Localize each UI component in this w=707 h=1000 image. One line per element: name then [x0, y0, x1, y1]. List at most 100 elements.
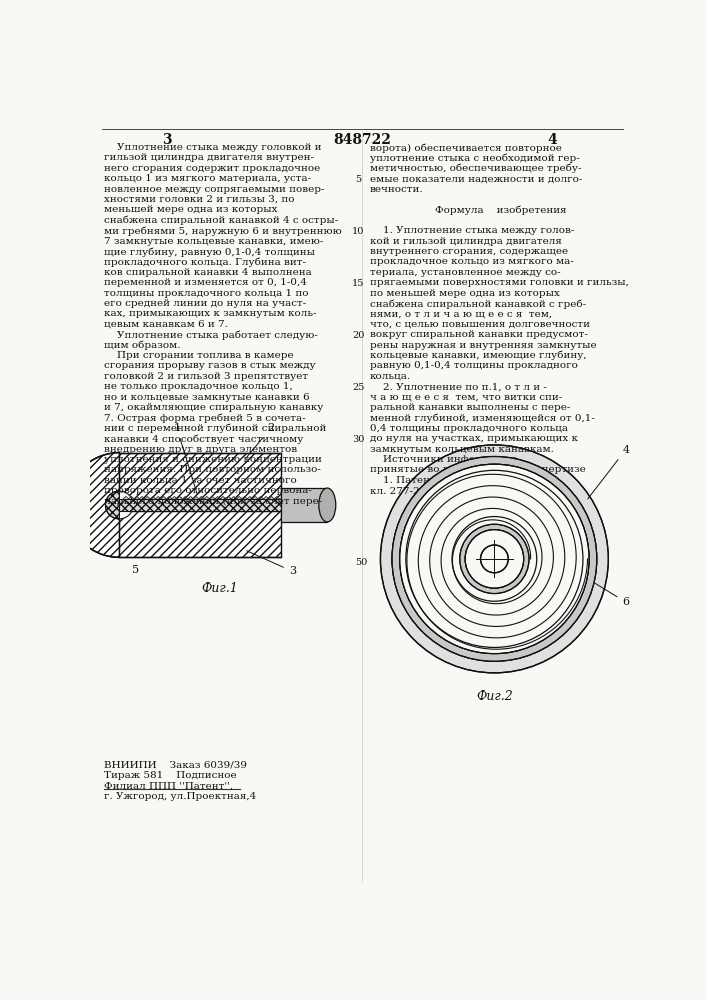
Text: г. Ужгород, ул.Проектная,4: г. Ужгород, ул.Проектная,4	[104, 792, 256, 801]
Text: кольцевые канавки, имеющие глубину,: кольцевые канавки, имеющие глубину,	[370, 351, 586, 360]
Circle shape	[392, 456, 597, 661]
Text: метичностью, обеспечивающее требу-: метичностью, обеспечивающее требу-	[370, 164, 581, 173]
Text: кой и гильзой цилиндра двигателя: кой и гильзой цилиндра двигателя	[370, 237, 561, 246]
Text: 2: 2	[246, 423, 274, 458]
Text: 1: 1	[173, 423, 197, 494]
Text: 0,4 толщины прокладочного кольца: 0,4 толщины прокладочного кольца	[370, 424, 568, 433]
Text: равную 0,1-0,4 толщины прокладного: равную 0,1-0,4 толщины прокладного	[370, 361, 578, 370]
Text: Уплотнение стыка работает следую-: Уплотнение стыка работает следую-	[104, 330, 318, 340]
Text: кл. 277-21, опублик. 1967.: кл. 277-21, опублик. 1967.	[370, 486, 514, 496]
Text: снабжена спиральной канавкой 4 с остры-: снабжена спиральной канавкой 4 с остры-	[104, 216, 338, 225]
Text: ральной канавки выполнены с пере-: ральной канавки выполнены с пере-	[370, 403, 570, 412]
Text: что, с целью повышения долговечности: что, с целью повышения долговечности	[370, 320, 590, 329]
Text: Источники информации,: Источники информации,	[370, 455, 520, 464]
Text: ках, примыкающих к замкнутым коль-: ках, примыкающих к замкнутым коль-	[104, 309, 317, 318]
Polygon shape	[281, 488, 327, 522]
Text: нями, о т л и ч а ю щ е е с я  тем,: нями, о т л и ч а ю щ е е с я тем,	[370, 309, 551, 318]
Text: ми гребнями 5, наружную 6 и внутреннюю: ми гребнями 5, наружную 6 и внутреннюю	[104, 226, 341, 236]
Text: уплотнение стыка с необходимой гер-: уплотнение стыка с необходимой гер-	[370, 153, 580, 163]
Text: цевым канавкам 6 и 7.: цевым канавкам 6 и 7.	[104, 320, 228, 329]
Text: проворота его относительно первона-: проворота его относительно первона-	[104, 486, 312, 495]
Text: 848722: 848722	[333, 133, 391, 147]
Text: новленное между сопрягаемыми повер-: новленное между сопрягаемыми повер-	[104, 185, 325, 194]
Wedge shape	[67, 453, 119, 557]
Circle shape	[465, 530, 524, 588]
Text: Фиг.1: Фиг.1	[201, 582, 238, 595]
Polygon shape	[119, 499, 281, 511]
Text: хностями головки 2 и гильзы 3, по: хностями головки 2 и гильзы 3, по	[104, 195, 295, 204]
Ellipse shape	[319, 488, 336, 522]
Text: 1. Патент США № 2307440,: 1. Патент США № 2307440,	[370, 476, 532, 485]
Circle shape	[399, 464, 589, 654]
Text: прокладочного кольца. Глубина вит-: прокладочного кольца. Глубина вит-	[104, 257, 306, 267]
Text: ворота) обеспечивается повторное: ворота) обеспечивается повторное	[370, 143, 561, 153]
Text: меньшей мере одна из которых: меньшей мере одна из которых	[104, 205, 278, 214]
Text: переменной и изменяется от 0, 1-0,4: переменной и изменяется от 0, 1-0,4	[104, 278, 307, 287]
Text: но и кольцевые замкнутые канавки 6: но и кольцевые замкнутые канавки 6	[104, 393, 310, 402]
Text: ков спиральной канавки 4 выполнена: ков спиральной канавки 4 выполнена	[104, 268, 312, 277]
Text: щим образом.: щим образом.	[104, 341, 180, 350]
Text: принятые во внимание при экспертизе: принятые во внимание при экспертизе	[370, 465, 585, 474]
Text: чального положения (или за счет пере-: чального положения (или за счет пере-	[104, 497, 322, 506]
Text: до нуля на участках, примыкающих к: до нуля на участках, примыкающих к	[370, 434, 578, 443]
Text: него сгорания содержит прокладочное: него сгорания содержит прокладочное	[104, 164, 320, 173]
Text: прокладочное кольцо из мягкого ма-: прокладочное кольцо из мягкого ма-	[370, 257, 573, 266]
Text: внутреннего сгорания, содержащее: внутреннего сгорания, содержащее	[370, 247, 568, 256]
Text: рены наружная и внутренняя замкнутые: рены наружная и внутренняя замкнутые	[370, 341, 596, 350]
Text: 5: 5	[355, 175, 361, 184]
Text: Формула    изобретения: Формула изобретения	[435, 205, 567, 215]
Text: напряжения. При повторном использо-: напряжения. При повторном использо-	[104, 465, 321, 474]
Text: 4: 4	[588, 445, 629, 499]
Text: 4: 4	[547, 133, 557, 147]
Text: и 7, окаймляющие спиральную канавку: и 7, окаймляющие спиральную канавку	[104, 403, 323, 412]
Text: 10: 10	[352, 227, 364, 236]
Text: 5: 5	[132, 565, 139, 575]
Text: кольцо 1 из мягкого материала, уста-: кольцо 1 из мягкого материала, уста-	[104, 174, 311, 183]
Text: по меньшей мере одна из которых: по меньшей мере одна из которых	[370, 289, 559, 298]
Text: 1. Уплотнение стыка между голов-: 1. Уплотнение стыка между голов-	[370, 226, 574, 235]
Text: териала, установленное между со-: териала, установленное между со-	[370, 268, 560, 277]
Text: уплотнения и снижению концентрации: уплотнения и снижению концентрации	[104, 455, 322, 464]
Text: Тираж 581    Подписное: Тираж 581 Подписное	[104, 771, 237, 780]
Text: менной глубиной, изменяющейся от 0,1-: менной глубиной, изменяющейся от 0,1-	[370, 413, 595, 423]
Text: прягаемыми поверхностями головки и гильзы,: прягаемыми поверхностями головки и гильз…	[370, 278, 629, 287]
Text: ВНИИПИ    Заказ 6039/39: ВНИИПИ Заказ 6039/39	[104, 760, 247, 769]
Circle shape	[481, 545, 508, 573]
Text: 3: 3	[163, 133, 172, 147]
Text: 25: 25	[352, 383, 364, 392]
Wedge shape	[105, 491, 119, 519]
Text: 30: 30	[352, 435, 364, 444]
Text: щие глубину, равную 0,1-0,4 толщины: щие глубину, равную 0,1-0,4 толщины	[104, 247, 315, 257]
Text: 15: 15	[352, 279, 364, 288]
Text: 6: 6	[595, 583, 629, 607]
Text: Уплотнение стыка между головкой и: Уплотнение стыка между головкой и	[104, 143, 322, 152]
Text: снабжена спиральной канавкой с греб-: снабжена спиральной канавкой с греб-	[370, 299, 586, 309]
Text: Фиг.2: Фиг.2	[476, 690, 513, 703]
Text: внедрению друг в друга элементов: внедрению друг в друга элементов	[104, 445, 297, 454]
Text: головкой 2 и гильзой 3 препятствует: головкой 2 и гильзой 3 препятствует	[104, 372, 308, 381]
Text: вечности.: вечности.	[370, 185, 423, 194]
Text: замкнутым кольцевым канавкам.: замкнутым кольцевым канавкам.	[370, 445, 554, 454]
Circle shape	[465, 530, 524, 588]
Text: вании кольца 1 за счет частичного: вании кольца 1 за счет частичного	[104, 476, 297, 485]
Text: не только прокладочное кольцо 1,: не только прокладочное кольцо 1,	[104, 382, 293, 391]
Text: 50: 50	[355, 558, 368, 567]
Polygon shape	[119, 453, 281, 499]
Circle shape	[105, 491, 133, 519]
Text: 7 замкнутые кольцевые канавки, имею-: 7 замкнутые кольцевые канавки, имею-	[104, 237, 323, 246]
Text: нии с переменной глубиной спиральной: нии с переменной глубиной спиральной	[104, 424, 327, 433]
Text: 20: 20	[352, 331, 364, 340]
Circle shape	[380, 445, 608, 673]
Text: емые показатели надежности и долго-: емые показатели надежности и долго-	[370, 174, 582, 183]
Text: 2. Уплотнение по п.1, о т л и -: 2. Уплотнение по п.1, о т л и -	[370, 382, 547, 391]
Text: 7. Острая форма гребней 5 в сочета-: 7. Острая форма гребней 5 в сочета-	[104, 413, 305, 423]
Circle shape	[392, 456, 597, 661]
Polygon shape	[119, 511, 281, 557]
Text: его средней линии до нуля на участ-: его средней линии до нуля на участ-	[104, 299, 306, 308]
Text: 7: 7	[522, 532, 544, 550]
Text: 3: 3	[247, 551, 296, 576]
Text: вокруг спиральной канавки предусмот-: вокруг спиральной канавки предусмот-	[370, 330, 588, 339]
Text: толщины прокладочного кольца 1 по: толщины прокладочного кольца 1 по	[104, 289, 308, 298]
Text: ч а ю щ е е с я  тем, что витки спи-: ч а ю щ е е с я тем, что витки спи-	[370, 393, 562, 402]
Text: При сгорании топлива в камере: При сгорании топлива в камере	[104, 351, 293, 360]
